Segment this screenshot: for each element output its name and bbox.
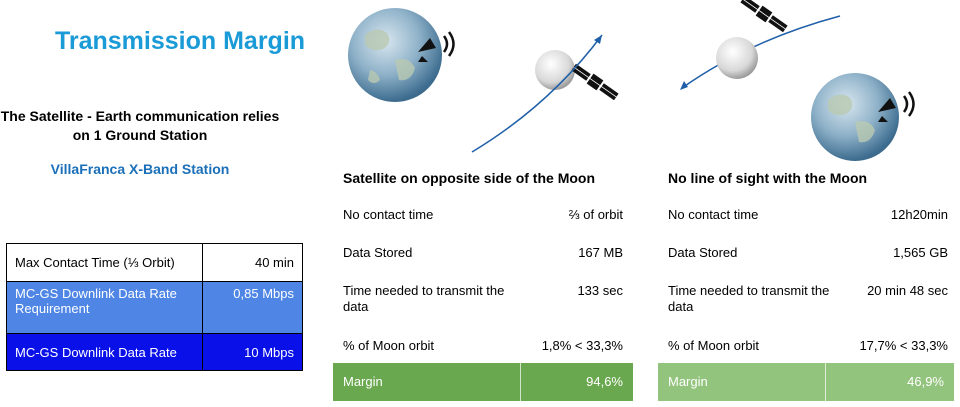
moon-icon	[535, 50, 575, 90]
divider	[825, 363, 826, 401]
row-value: 17,7% < 33,3%	[859, 338, 948, 353]
table-cell-label: MC-GS Downlink Data Rate Requirement	[6, 281, 203, 334]
table-cell-value: 10 Mbps	[202, 333, 303, 371]
row-label: No contact time	[668, 207, 759, 222]
table-row: MC-GS Downlink Data Rate Requirement 0,8…	[6, 281, 303, 334]
row-value: 12h20min	[890, 207, 948, 222]
row-value: 20 min 48 sec	[867, 283, 948, 298]
row-label: Time needed to transmit the data	[343, 283, 505, 314]
ground-station-antenna-icon	[878, 91, 915, 122]
margin-value: 46,9%	[907, 374, 944, 389]
margin-row: Margin 94,6%	[333, 363, 633, 401]
orbit-arrow-icon	[471, 34, 603, 153]
satellite-icon	[571, 63, 619, 101]
row-value: 1,565 GB	[893, 245, 948, 260]
row-label: Data Stored	[668, 245, 738, 260]
row-label: Data Stored	[343, 245, 413, 260]
summary-table: Max Contact Time (⅓ Orbit) 40 min MC-GS …	[6, 243, 303, 371]
margin-row: Margin 46,9%	[658, 363, 954, 401]
row-value: 133 sec	[577, 283, 623, 298]
table-cell-label: Max Contact Time (⅓ Orbit)	[6, 243, 203, 282]
table-cell-value: 0,85 Mbps	[202, 281, 303, 334]
scenario-heading: Satellite on opposite side of the Moon	[343, 170, 596, 186]
table-row: Max Contact Time (⅓ Orbit) 40 min	[6, 243, 303, 282]
row-value: 1,8% < 33,3%	[541, 338, 623, 353]
table-cell-label: MC-GS Downlink Data Rate	[6, 333, 203, 371]
list-item: Data Stored 167 MB	[333, 245, 633, 269]
orbit-arrow-icon	[680, 15, 841, 90]
page-title: Transmission Margin	[54, 27, 306, 55]
row-value: 167 MB	[578, 245, 623, 260]
divider	[520, 363, 521, 401]
row-value: ⅔ of orbit	[568, 207, 623, 222]
margin-label: Margin	[668, 374, 708, 389]
scenario-1-illustration	[348, 8, 619, 153]
row-label: Time needed to transmit the data	[668, 283, 830, 314]
scenario-2-illustration	[680, 0, 915, 161]
list-item: Time needed to transmit the data 20 min …	[658, 283, 958, 323]
list-item: Data Stored 1,565 GB	[658, 245, 958, 269]
list-item: % of Moon orbit 1,8% < 33,3%	[333, 338, 633, 358]
table-row: MC-GS Downlink Data Rate 10 Mbps	[6, 333, 303, 371]
scenario-heading: No line of sight with the Moon	[668, 170, 868, 186]
list-item: Time needed to transmit the data 133 sec	[333, 283, 633, 323]
earth-icon	[348, 8, 442, 102]
page-subtitle: The Satellite - Earth communication reli…	[0, 108, 280, 143]
row-label: % of Moon orbit	[668, 338, 760, 353]
list-item: % of Moon orbit 17,7% < 33,3%	[658, 338, 958, 358]
margin-value: 94,6%	[586, 374, 623, 389]
row-label: No contact time	[343, 207, 434, 222]
ground-station-name: VillaFranca X-Band Station	[50, 161, 230, 177]
table-cell-value: 40 min	[202, 243, 303, 282]
scenario-2-panel: No line of sight with the Moon No contac…	[658, 170, 958, 401]
satellite-icon	[740, 0, 788, 33]
margin-label: Margin	[343, 374, 383, 389]
row-label: % of Moon orbit	[343, 338, 435, 353]
ground-station-antenna-icon	[418, 31, 455, 62]
list-item: No contact time 12h20min	[658, 207, 958, 231]
scenario-1-panel: Satellite on opposite side of the Moon N…	[333, 170, 633, 401]
list-item: No contact time ⅔ of orbit	[333, 207, 633, 231]
earth-icon	[811, 73, 899, 161]
moon-icon	[716, 37, 758, 79]
